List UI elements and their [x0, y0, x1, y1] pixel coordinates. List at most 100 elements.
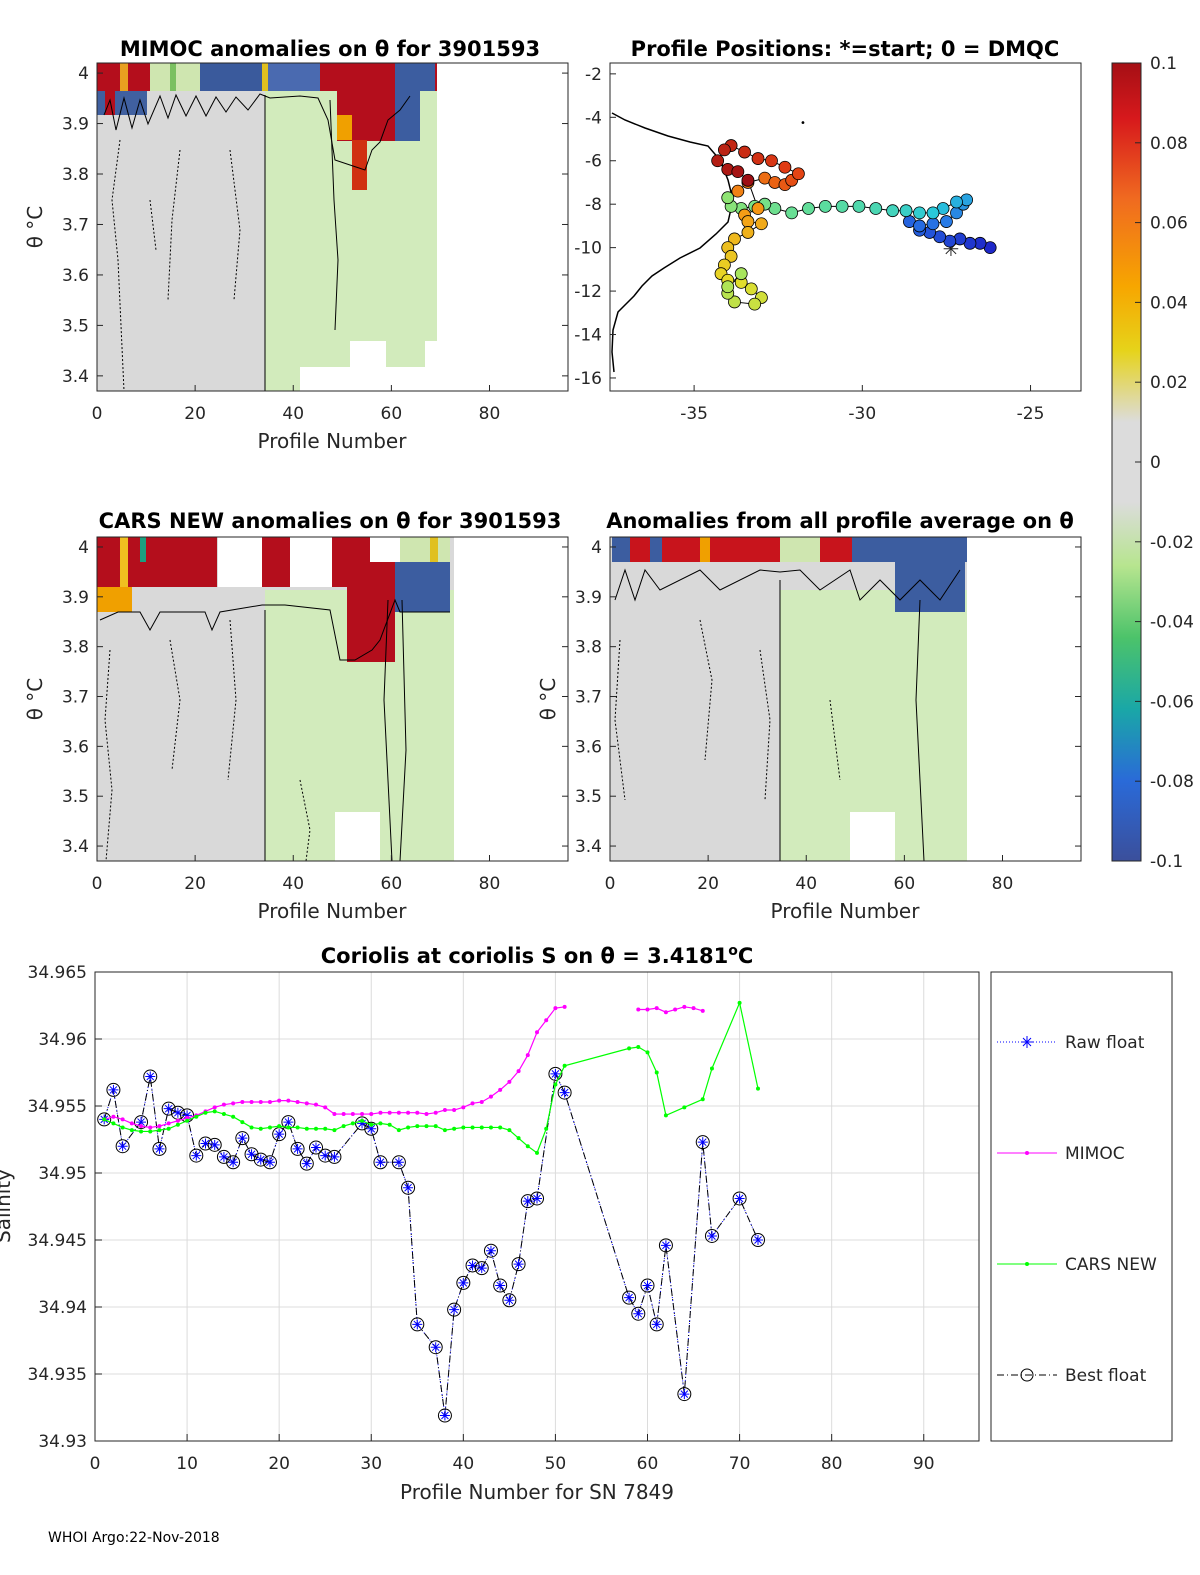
y-tick-label: 4: [78, 64, 89, 84]
profile-position-point: [819, 200, 831, 212]
raw-float-marker: [108, 1085, 118, 1095]
profile-position-point: [742, 216, 754, 228]
y-tick-label: 3.9: [62, 588, 89, 608]
data-point: [157, 1124, 161, 1128]
data-point: [553, 1083, 557, 1087]
x-tick-label: -25: [1017, 404, 1045, 424]
data-point: [397, 1128, 401, 1132]
x-tick-label: 50: [545, 1454, 567, 1474]
x-tick-label: 40: [282, 404, 304, 424]
raw-float-marker: [753, 1235, 763, 1245]
raw-float-marker: [228, 1157, 238, 1167]
y-tick-label: 3.4: [62, 367, 89, 387]
coriolis-panel: Coriolis at coriolis S on θ = 3.4181oC 3…: [0, 943, 1172, 1504]
y-tick-label: -4: [585, 108, 602, 128]
colorbar-tick-label: -0.06: [1150, 692, 1194, 712]
data-point: [471, 1125, 475, 1129]
data-point: [121, 1125, 125, 1129]
colorbar-tick-label: 0: [1150, 453, 1161, 473]
raw-float-marker: [560, 1088, 570, 1098]
legend-marker: [1025, 1151, 1029, 1155]
data-point: [351, 1112, 355, 1116]
data-point: [130, 1128, 134, 1132]
profile-position-point: [765, 155, 777, 167]
data-point: [323, 1127, 327, 1131]
x-tick-label: 80: [992, 874, 1014, 894]
allavg-heatmap: [610, 537, 1081, 861]
cars-heatmap: [97, 537, 568, 861]
data-point: [535, 1151, 539, 1155]
colorbar-tick-label: -0.02: [1150, 533, 1194, 553]
raw-float-marker: [477, 1263, 487, 1273]
y-tick-label: 34.94: [38, 1298, 87, 1318]
raw-float-marker: [698, 1137, 708, 1147]
colorbar-tick-label: -0.08: [1150, 772, 1194, 792]
y-tick-label: 3.6: [62, 266, 89, 286]
data-point: [636, 1045, 640, 1049]
x-tick-label: 80: [479, 404, 501, 424]
x-tick-label: 90: [913, 1454, 935, 1474]
data-point: [111, 1121, 115, 1125]
colorbar-ticks: 0.1 0.08 0.06 0.04 0.02 0 -0.02 -0.04 -0.06 -0.08…: [1135, 54, 1194, 872]
data-point: [756, 1087, 760, 1091]
x-tick-label: 40: [282, 874, 304, 894]
data-point: [121, 1117, 125, 1121]
data-point: [646, 1050, 650, 1054]
profile-position-point: [779, 161, 791, 173]
data-point: [360, 1112, 364, 1116]
x-tick-label: 20: [184, 874, 206, 894]
profile-position-point: [786, 207, 798, 219]
mimoc-x-label: Profile Number: [258, 429, 408, 453]
profile-position-point: [951, 196, 963, 208]
data-point: [415, 1111, 419, 1115]
y-tick-label: 34.95: [38, 1164, 87, 1184]
y-tick-label: 3.8: [62, 638, 89, 658]
coriolis-y-label: Salinity: [0, 1169, 15, 1243]
data-point: [323, 1105, 327, 1109]
data-point: [664, 1113, 668, 1117]
raw-float-marker: [633, 1309, 643, 1319]
y-tick-label: 3.5: [62, 316, 89, 336]
data-point: [406, 1111, 410, 1115]
data-point: [655, 1006, 659, 1010]
x-tick-label: -35: [680, 404, 708, 424]
allavg-title: Anomalies from all profile average on θ: [606, 509, 1074, 533]
data-point: [636, 1008, 640, 1012]
data-point: [673, 1008, 677, 1012]
legend-label: Best float: [1065, 1366, 1147, 1386]
data-point: [710, 1066, 714, 1070]
x-tick-label: 30: [360, 1454, 382, 1474]
raw-float-marker: [707, 1231, 717, 1241]
profile-position-point: [752, 153, 764, 165]
legend-label: CARS NEW: [1065, 1255, 1157, 1275]
data-point: [157, 1128, 161, 1132]
data-point: [517, 1136, 521, 1140]
raw-float-marker: [375, 1157, 385, 1167]
cars-title: CARS NEW anomalies on θ for 3901593: [99, 509, 562, 533]
y-tick-label: 3.6: [62, 737, 89, 757]
y-tick-label: 4: [78, 538, 89, 558]
cars-panel: CARS NEW anomalies on θ for 3901593 3.43…: [23, 509, 568, 923]
profile-position-point: [735, 268, 747, 280]
data-point: [167, 1127, 171, 1131]
profile-position-point: [752, 203, 764, 215]
x-tick-label: 60: [381, 404, 403, 424]
data-point: [342, 1112, 346, 1116]
y-tick-label: 34.945: [28, 1231, 87, 1251]
data-point: [388, 1123, 392, 1127]
mimoc-panel: MIMOC anomalies on θ for 3901593: [23, 37, 568, 453]
cars-y-label: θ °C: [23, 678, 47, 721]
data-point: [443, 1128, 447, 1132]
raw-float-marker: [486, 1246, 496, 1256]
profile-position-point: [870, 203, 882, 215]
y-tick-label: -14: [574, 326, 602, 346]
data-point: [185, 1119, 189, 1123]
raw-float-marker: [293, 1144, 303, 1154]
raw-float-marker: [431, 1342, 441, 1352]
x-tick-label: 0: [90, 1454, 101, 1474]
data-point: [148, 1129, 152, 1133]
mimoc-heatmap: [97, 63, 568, 391]
data-point: [701, 1097, 705, 1101]
raw-float-marker: [145, 1072, 155, 1082]
data-point: [268, 1125, 272, 1129]
